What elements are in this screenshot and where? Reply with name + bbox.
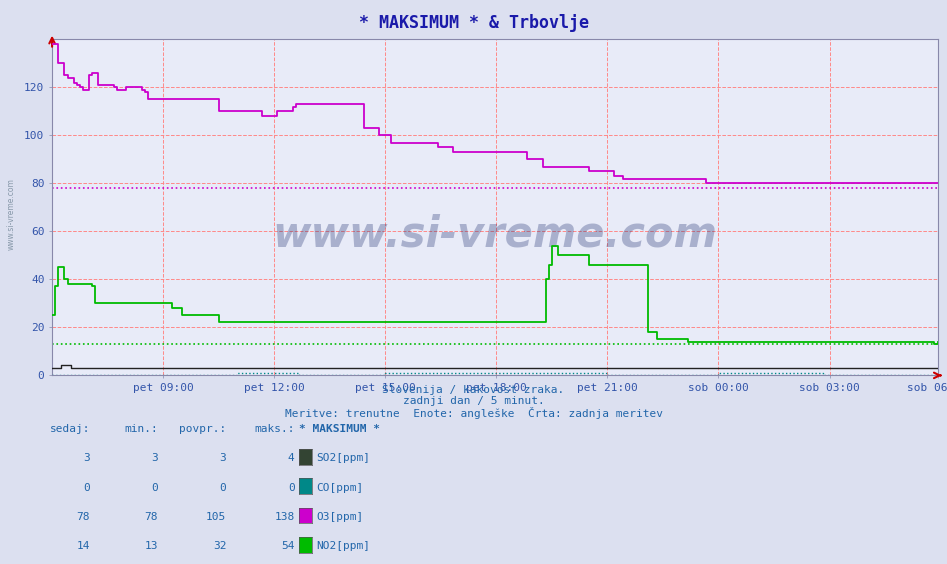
Text: www.si-vreme.com: www.si-vreme.com [7, 178, 16, 250]
Text: * MAKSIMUM *: * MAKSIMUM * [299, 424, 381, 434]
Text: 0: 0 [288, 483, 295, 493]
Text: 13: 13 [145, 541, 158, 552]
Text: 0: 0 [220, 483, 226, 493]
Text: maks.:: maks.: [254, 424, 295, 434]
Text: 54: 54 [281, 541, 295, 552]
Text: 78: 78 [77, 512, 90, 522]
Text: sedaj:: sedaj: [49, 424, 90, 434]
Text: 14: 14 [77, 541, 90, 552]
Text: 0: 0 [152, 483, 158, 493]
Text: www.si-vreme.com: www.si-vreme.com [273, 213, 717, 255]
Text: 32: 32 [213, 541, 226, 552]
Text: NO2[ppm]: NO2[ppm] [316, 541, 370, 552]
Text: O3[ppm]: O3[ppm] [316, 512, 364, 522]
Text: 105: 105 [206, 512, 226, 522]
Text: SO2[ppm]: SO2[ppm] [316, 453, 370, 464]
Text: 4: 4 [288, 453, 295, 464]
Text: 3: 3 [220, 453, 226, 464]
Text: 138: 138 [275, 512, 295, 522]
Text: 0: 0 [83, 483, 90, 493]
Text: 3: 3 [83, 453, 90, 464]
Text: 3: 3 [152, 453, 158, 464]
Text: * MAKSIMUM * & Trbovlje: * MAKSIMUM * & Trbovlje [359, 14, 588, 32]
Text: Meritve: trenutne  Enote: angleške  Črta: zadnja meritev: Meritve: trenutne Enote: angleške Črta: … [284, 407, 663, 419]
Text: zadnji dan / 5 minut.: zadnji dan / 5 minut. [402, 396, 545, 406]
Text: min.:: min.: [124, 424, 158, 434]
Text: Slovenija / kakovost zraka.: Slovenija / kakovost zraka. [383, 385, 564, 395]
Text: povpr.:: povpr.: [179, 424, 226, 434]
Text: 78: 78 [145, 512, 158, 522]
Text: CO[ppm]: CO[ppm] [316, 483, 364, 493]
